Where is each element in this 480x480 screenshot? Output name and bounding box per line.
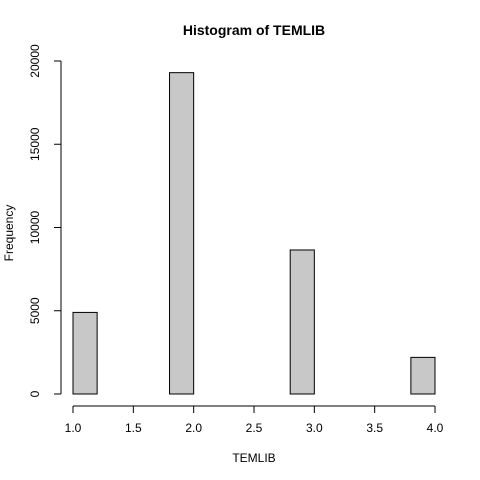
x-tick-label: 2.0 (185, 421, 202, 435)
y-axis-label: Frequency (2, 205, 16, 262)
histogram-bar (410, 356, 436, 395)
x-tick-label: 3.5 (366, 421, 383, 435)
x-axis: 1.0 1.5 2.0 2.5 3.0 3.5 4.0 (65, 405, 444, 435)
histogram-bar (169, 72, 195, 395)
y-tick-label: 5000 (28, 297, 42, 324)
y-tick-label: 15000 (28, 127, 42, 161)
y-tick-label: 20000 (28, 44, 42, 78)
x-tick-label: 3.0 (306, 421, 323, 435)
x-tick-label: 1.0 (65, 421, 82, 435)
histogram-bar (72, 311, 98, 395)
x-tick-label: 2.5 (246, 421, 263, 435)
y-axis: 0 5000 10000 15000 20000 (28, 44, 62, 397)
x-tick-label: 4.0 (427, 421, 444, 435)
y-tick-label: 10000 (28, 210, 42, 244)
histogram-bar (289, 249, 315, 395)
chart-title: Histogram of TEMLIB (183, 22, 325, 38)
x-axis-label: TEMLIB (232, 451, 275, 465)
x-tick-label: 1.5 (125, 421, 142, 435)
bars-group (72, 72, 436, 395)
y-tick-label: 0 (28, 390, 42, 397)
